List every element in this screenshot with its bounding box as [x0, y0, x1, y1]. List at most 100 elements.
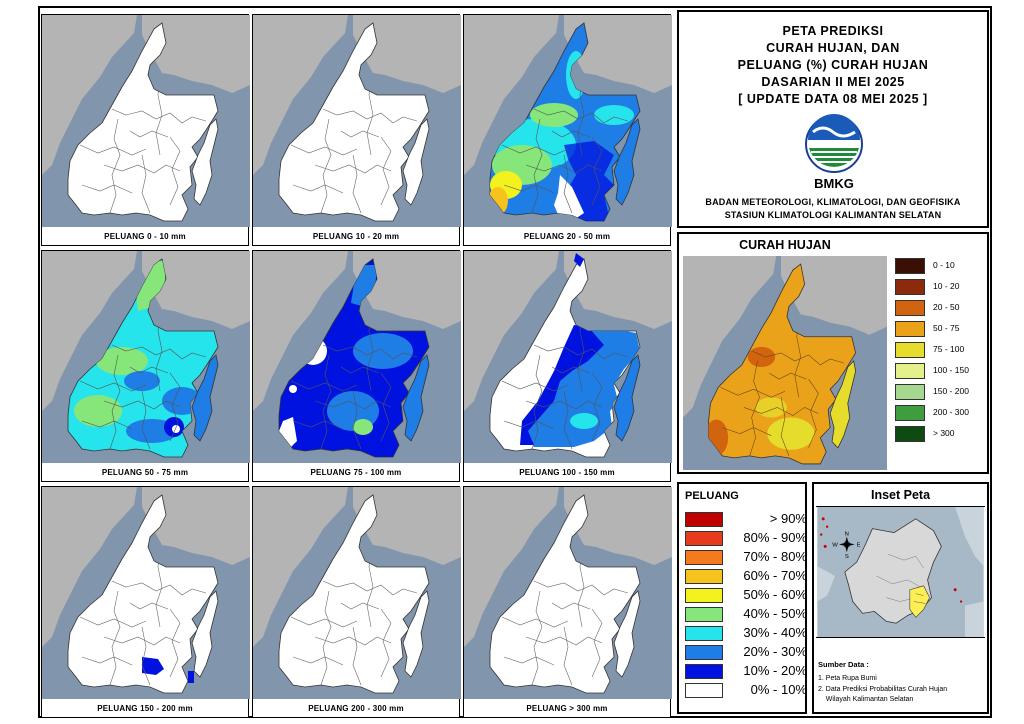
- ch-legend-row: 10 - 20: [895, 277, 985, 297]
- pel-legend-row: 20% - 30%: [685, 643, 807, 661]
- ch-legend-row: 20 - 50: [895, 298, 985, 318]
- pel-legend-row: 40% - 50%: [685, 605, 807, 623]
- ch-label: 20 - 50: [933, 302, 960, 312]
- ch-swatch: [895, 321, 925, 337]
- logo-text: BMKG: [814, 176, 854, 191]
- ch-legend-row: 0 - 10: [895, 256, 985, 276]
- pel-swatch: [685, 607, 723, 622]
- pel-legend-row: 60% - 70%: [685, 567, 807, 585]
- pel-swatch: [685, 569, 723, 584]
- compass-n: N: [845, 532, 849, 538]
- source-item: 1. Peta Rupa Bumi: [818, 675, 877, 682]
- ch-swatch: [895, 258, 925, 274]
- map-panel-20-50: [464, 15, 672, 227]
- ch-swatch: [895, 384, 925, 400]
- ch-swatch: [895, 342, 925, 358]
- ch-legend-row: 75 - 100: [895, 340, 985, 360]
- pel-legend-row: > 90%: [685, 510, 807, 528]
- pel-label: 70% - 80%: [743, 549, 807, 564]
- org-line-1: BADAN METEOROLOGI, KLIMATOLOGI, DAN GEOF…: [705, 197, 961, 207]
- pel-legend-row: 80% - 90%: [685, 529, 807, 547]
- curah-hujan-title: CURAH HUJAN: [739, 238, 831, 252]
- ch-legend-row: 100 - 150: [895, 361, 985, 381]
- map-panel-10-20: [253, 15, 461, 227]
- pel-swatch: [685, 645, 723, 660]
- inset-box: Inset Peta N S E W Sumber Data : 1. Peta…: [812, 482, 989, 714]
- pel-label: 80% - 90%: [743, 530, 807, 545]
- compass-e: E: [857, 542, 861, 548]
- panel-150-200: PELUANG 150 - 200 mm: [41, 486, 250, 718]
- ch-label: 200 - 300: [933, 407, 969, 417]
- peluang-title: PELUANG: [685, 490, 739, 502]
- title-line-1: PETA PREDIKSI: [782, 24, 884, 38]
- pel-legend-row: 70% - 80%: [685, 548, 807, 566]
- source-item: Wilayah Kalimantan Selatan: [818, 696, 914, 703]
- map-panel-50-75: [42, 251, 250, 463]
- pel-label: > 90%: [769, 511, 807, 526]
- map-panel-75-100: [253, 251, 461, 463]
- pel-legend-row: 10% - 20%: [685, 662, 807, 680]
- map-panel-200-300: [253, 487, 461, 699]
- panel-10-20: PELUANG 10 - 20 mm: [252, 14, 461, 246]
- panel-75-100: PELUANG 75 - 100 mm: [252, 250, 461, 482]
- ch-swatch: [895, 405, 925, 421]
- pel-legend-row: 30% - 40%: [685, 624, 807, 642]
- ch-legend-row: 150 - 200: [895, 382, 985, 402]
- panel-caption: PELUANG > 300 mm: [526, 704, 608, 713]
- title-line-5: [ UPDATE DATA 08 MEI 2025 ]: [738, 92, 928, 106]
- panel-100-150: PELUANG 100 - 150 mm: [463, 250, 672, 482]
- compass-w: W: [832, 542, 838, 548]
- curah-hujan-box: CURAH HUJAN 0 - 10 10 - 20 20 - 50 50 - …: [677, 232, 989, 474]
- panel-caption: PELUANG 0 - 10 mm: [104, 232, 186, 241]
- pel-label: 20% - 30%: [743, 644, 807, 659]
- inset-title: Inset Peta: [870, 488, 931, 502]
- map-panel-100-150: [464, 251, 672, 463]
- pel-swatch: [685, 588, 723, 603]
- ch-legend-row: 200 - 300: [895, 403, 985, 423]
- panel-gt-300: PELUANG > 300 mm: [463, 486, 672, 718]
- panel-caption: PELUANG 200 - 300 mm: [308, 704, 404, 713]
- pel-swatch: [685, 664, 723, 679]
- ch-legend-row: 50 - 75: [895, 319, 985, 339]
- map-panel-0-10: [42, 15, 250, 227]
- compass-rose-icon: N S E W: [832, 532, 860, 561]
- ch-label: 100 - 150: [933, 365, 969, 375]
- panel-caption: PELUANG 10 - 20 mm: [312, 232, 400, 241]
- panel-0-10: PELUANG 0 - 10 mm: [41, 14, 250, 246]
- panel-50-75: PELUANG 50 - 75 mm: [41, 250, 250, 482]
- panel-caption: PELUANG 20 - 50 mm: [523, 232, 611, 241]
- pel-label: 10% - 20%: [743, 663, 807, 678]
- pel-legend-row: 50% - 60%: [685, 586, 807, 604]
- panel-caption: PELUANG 150 - 200 mm: [97, 704, 193, 713]
- title-line-4: DASARIAN II MEI 2025: [761, 75, 905, 89]
- source-title: Sumber Data :: [818, 660, 869, 669]
- pel-swatch: [685, 531, 723, 546]
- pel-label: 40% - 50%: [743, 606, 807, 621]
- map-panel-150-200: [42, 487, 250, 699]
- pel-legend-row: 0% - 10%: [685, 681, 807, 699]
- ch-label: 75 - 100: [933, 344, 965, 354]
- map-panel-gt-300: [464, 487, 672, 699]
- bmkg-logo-icon: BMKG: [805, 114, 863, 191]
- pel-label: 50% - 60%: [743, 587, 807, 602]
- ch-swatch: [895, 279, 925, 295]
- source-item: 2. Data Prediksi Probabilitas Curah Huja…: [818, 686, 948, 693]
- probability-map-grid: PELUANG 0 - 10 mm PELUANG 10 - 20 mm: [41, 14, 672, 718]
- title-box: PETA PREDIKSI CURAH HUJAN, DAN PELUANG (…: [677, 10, 989, 228]
- panel-caption: PELUANG 50 - 75 mm: [101, 468, 189, 477]
- panel-20-50: PELUANG 20 - 50 mm: [463, 14, 672, 246]
- ch-label: 50 - 75: [933, 323, 960, 333]
- compass-s: S: [845, 554, 849, 560]
- pel-swatch: [685, 550, 723, 565]
- curah-hujan-map: [683, 256, 887, 470]
- pel-swatch: [685, 683, 723, 698]
- peluang-legend-box: PELUANG > 90% 80% - 90% 70% - 80% 60% - …: [677, 482, 807, 714]
- pel-label: 60% - 70%: [743, 568, 807, 583]
- ch-swatch: [895, 363, 925, 379]
- ch-swatch: [895, 300, 925, 316]
- title-line-3: PELUANG (%) CURAH HUJAN: [737, 58, 929, 72]
- ch-swatch: [895, 426, 925, 442]
- ch-label: 150 - 200: [933, 386, 969, 396]
- inset-map: N S E W: [816, 506, 985, 638]
- pel-swatch: [685, 626, 723, 641]
